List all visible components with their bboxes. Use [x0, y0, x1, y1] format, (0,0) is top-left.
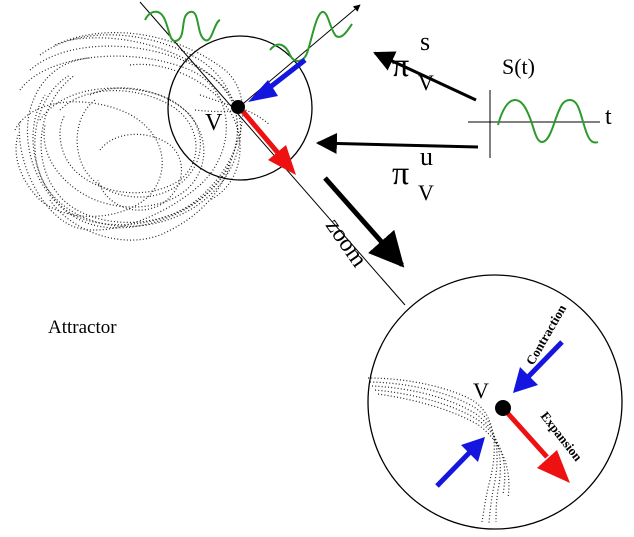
signal-wave-upper-left	[144, 10, 221, 43]
signal-plot: S(t) t	[468, 54, 612, 158]
stable-arrow	[248, 58, 307, 102]
arrow-pi-unstable	[315, 132, 479, 154]
arrow-pi-stable	[373, 51, 477, 102]
time-axis-label: t	[605, 104, 612, 130]
zoomed-neighborhood-circle	[367, 274, 623, 530]
expansion-arrow	[501, 406, 570, 483]
unstable-arrow	[238, 106, 296, 175]
point-v	[231, 100, 245, 114]
contraction-arrow	[513, 340, 564, 393]
pi-unstable-sub: V	[418, 180, 434, 205]
contraction-arrow-lower	[435, 437, 485, 488]
pi-stable-label: π	[392, 47, 409, 84]
neighborhood-circle	[167, 35, 313, 181]
signal-curve	[497, 98, 599, 144]
zoomed-point-v	[495, 400, 511, 416]
zoomed-trajectories	[367, 377, 510, 524]
projection-axis-line	[139, 1, 406, 306]
pi-stable-sup: s	[420, 27, 430, 56]
pi-stable-sub: V	[418, 70, 434, 95]
pi-unstable-sup: u	[420, 142, 433, 171]
signal-label: S(t)	[502, 54, 535, 79]
pi-unstable-label: π	[392, 155, 409, 192]
attractor-label: Attractor	[48, 317, 117, 338]
signal-wave-upper-right	[269, 10, 353, 62]
stable-axis-line	[237, 4, 361, 109]
zoom-arrow	[323, 176, 405, 268]
attractor-trajectories	[14, 32, 271, 241]
zoomed-label-v: V	[473, 378, 489, 403]
label-v: V	[205, 110, 223, 136]
